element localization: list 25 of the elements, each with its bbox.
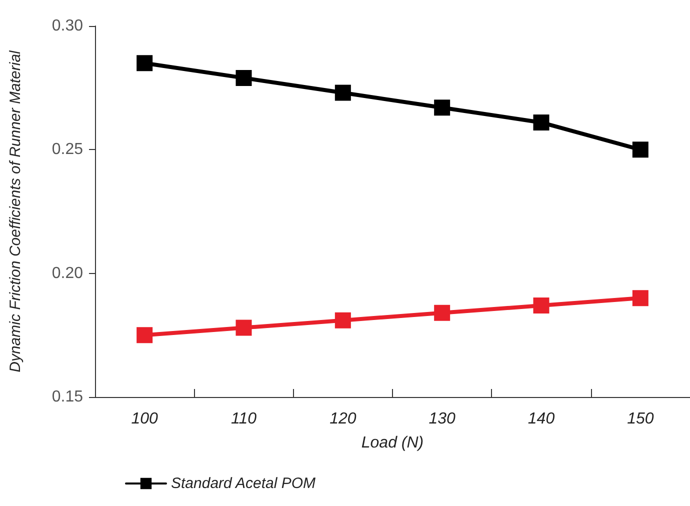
point [136,55,153,72]
point [533,114,550,130]
x-tick-label: 100 [131,410,158,428]
point [434,304,450,321]
y-tick-label: 0.25 [52,141,84,158]
x-tick-label: 120 [330,410,356,428]
x-tick-label: 130 [428,410,456,428]
x-axis-title: Load (N) [361,434,424,452]
y-tick-label: 0.15 [52,388,84,406]
point [334,312,351,328]
y-tick-label: 0.30 [52,18,84,34]
point [632,142,648,158]
point [533,297,550,314]
x-tick-label: 110 [230,410,257,428]
x-tick-label: 140 [528,410,555,428]
point [236,70,252,86]
legend-label: Standard Acetal POM [171,475,316,492]
point [632,290,648,306]
y-tick-label: 0.20 [52,264,84,282]
point [434,100,450,116]
point [136,327,153,344]
x-tick-label: 150 [627,410,654,428]
point [236,320,252,336]
point [334,84,351,101]
y-axis-title: Dynamic Friction Coefficients of Runner Material [7,50,24,372]
